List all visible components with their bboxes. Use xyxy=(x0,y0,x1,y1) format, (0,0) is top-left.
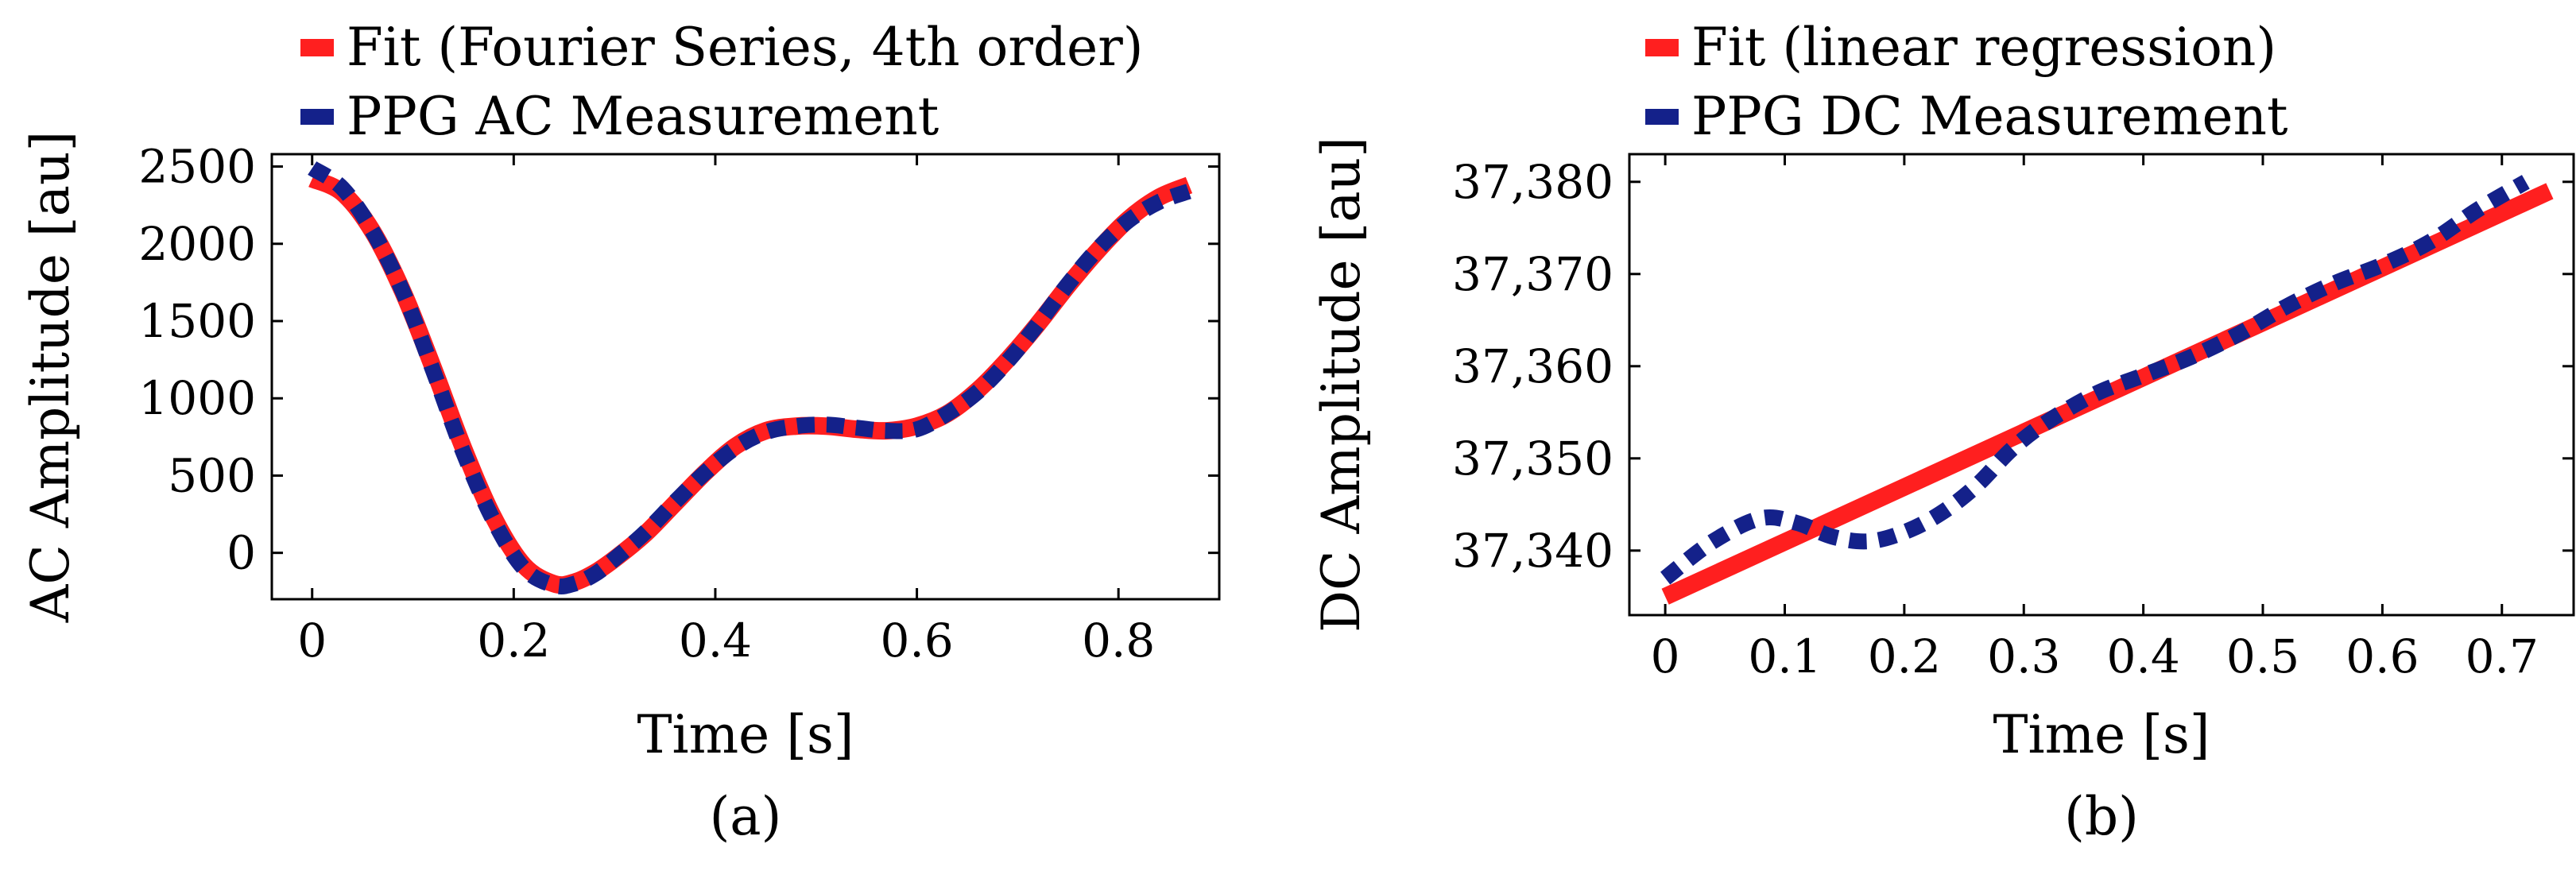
legend-a: Fit (Fourier Series, 4th order) PPG AC M… xyxy=(300,17,1144,147)
caption-b: (b) xyxy=(2064,786,2139,847)
y-tick-label: 37,380 xyxy=(1452,155,1613,209)
x-tick-label: 0.2 xyxy=(1868,629,1941,683)
legend-b-measurement-label: PPG DC Measurement xyxy=(1691,86,2288,147)
panel-a: Fit (Fourier Series, 4th order) PPG AC M… xyxy=(20,17,1221,847)
y-tick-label: 37,360 xyxy=(1452,339,1613,393)
x-tick-label: 0.4 xyxy=(2107,629,2180,683)
x-tick-label: 0.6 xyxy=(880,614,953,668)
y-tick-label: 1500 xyxy=(138,294,256,348)
y-tick-label: 37,340 xyxy=(1452,524,1613,578)
x-tick-label: 0.6 xyxy=(2346,629,2419,683)
y-tick-label: 1000 xyxy=(138,371,256,425)
caption-a: (a) xyxy=(710,786,782,847)
axes-b-frame xyxy=(1628,153,2575,617)
y-tick-label: 0 xyxy=(227,526,256,580)
x-tick-label: 0.7 xyxy=(2466,629,2539,683)
x-tick-label: 0 xyxy=(297,614,327,668)
axis-a-ylabel: AC Amplitude [au] xyxy=(20,131,81,624)
ticks-a: 0 0.2 0.4 0.6 0.8 0 500 1000 1500 2000 2500 xyxy=(138,140,1219,668)
axis-b-xlabel: Time [s] xyxy=(1993,704,2210,765)
x-tick-label: 0.8 xyxy=(1082,614,1155,668)
panel-b: Fit (linear regression) PPG DC Measureme… xyxy=(1311,17,2575,847)
ticks-b: 0 0.1 0.2 0.3 0.4 0.5 0.6 0.7 37,340 37,350 37,360… xyxy=(1452,154,2574,683)
axes-a-frame xyxy=(270,153,1221,601)
x-tick-label: 0 xyxy=(1651,629,1680,683)
series-b-measurement-line xyxy=(1660,175,2530,585)
x-tick-label: 0.5 xyxy=(2226,629,2299,683)
y-tick-label: 500 xyxy=(168,448,256,502)
x-tick-label: 0.2 xyxy=(477,614,550,668)
axis-b-ylabel: DC Amplitude [au] xyxy=(1311,137,1372,633)
legend-b-fit-label: Fit (linear regression) xyxy=(1691,17,2276,78)
y-tick-label: 37,350 xyxy=(1452,432,1613,486)
x-tick-label: 0.3 xyxy=(1987,629,2060,683)
legend-b: Fit (linear regression) PPG DC Measureme… xyxy=(1645,17,2288,147)
axis-a-xlabel: Time [s] xyxy=(637,704,854,765)
series-a-measurement-line xyxy=(308,161,1192,594)
x-tick-label: 0.1 xyxy=(1748,629,1821,683)
x-tick-label: 0.4 xyxy=(679,614,752,668)
y-tick-label: 37,370 xyxy=(1452,247,1613,301)
y-tick-label: 2000 xyxy=(138,217,256,271)
series-a-fit-line xyxy=(308,170,1193,594)
legend-a-measurement-label: PPG AC Measurement xyxy=(347,86,939,147)
y-tick-label: 2500 xyxy=(138,140,256,194)
legend-a-fit-label: Fit (Fourier Series, 4th order) xyxy=(347,17,1144,78)
